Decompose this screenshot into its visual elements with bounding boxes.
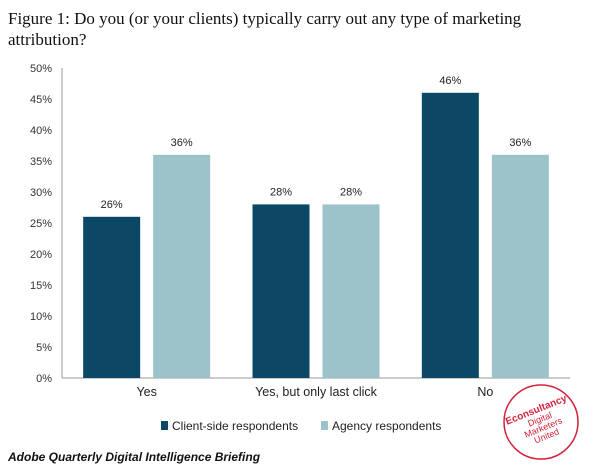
y-tick-label: 45% <box>30 94 52 106</box>
y-tick-label: 30% <box>30 187 52 199</box>
data-label: 46% <box>439 75 461 87</box>
y-axis-ticks: 0% 5% 10% 15% 20% 25% 30% 35% 40% 45% 50% <box>30 63 52 385</box>
category-labels: Yes Yes, but only last click No <box>136 385 493 399</box>
y-tick-label: 10% <box>30 311 52 323</box>
source-note: Adobe Quarterly Digital Intelligence Bri… <box>8 450 261 464</box>
bar <box>491 154 549 378</box>
y-tick-label: 35% <box>30 156 52 168</box>
y-tick-label: 25% <box>30 218 52 230</box>
bars: 26% 36% 28% 28% 46% 36% <box>83 75 549 379</box>
bar <box>252 204 310 378</box>
y-tick-label: 5% <box>36 342 52 354</box>
y-tick-label: 50% <box>30 63 52 75</box>
legend-label: Agency respondents <box>332 419 441 433</box>
bar <box>322 204 380 378</box>
legend: Client-side respondents Agency respondent… <box>161 419 441 433</box>
bar <box>153 154 211 378</box>
data-label: 28% <box>340 186 362 198</box>
figure-title: Figure 1: Do you (or your clients) typic… <box>8 9 522 49</box>
y-tick-label: 0% <box>36 373 52 385</box>
legend-swatch <box>321 421 328 430</box>
data-label: 36% <box>509 137 531 149</box>
y-tick-label: 20% <box>30 249 52 261</box>
category-label: Yes, but only last click <box>255 385 378 399</box>
y-tick-label: 15% <box>30 280 52 292</box>
bar <box>421 92 479 379</box>
category-label: No <box>477 385 493 399</box>
legend-swatch <box>161 421 168 430</box>
y-tick-label: 40% <box>30 125 52 137</box>
legend-label: Client-side respondents <box>172 419 298 433</box>
data-label: 36% <box>171 137 193 149</box>
data-label: 26% <box>101 199 123 211</box>
data-label: 28% <box>270 186 292 198</box>
category-label: Yes <box>136 385 156 399</box>
bar <box>83 216 141 378</box>
